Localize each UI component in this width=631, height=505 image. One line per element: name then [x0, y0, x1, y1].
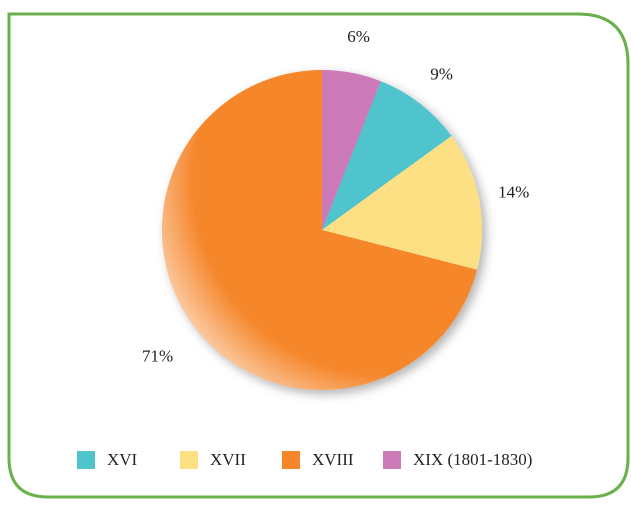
legend-label: XIX (1801-1830) — [413, 450, 532, 469]
legend-swatch — [180, 451, 198, 469]
legend-swatch — [282, 451, 300, 469]
legend-swatch — [77, 451, 95, 469]
legend-swatch — [383, 451, 401, 469]
frame — [7, 12, 630, 499]
pie — [162, 70, 482, 390]
pie-shading — [162, 70, 482, 390]
value-label: 14% — [498, 182, 529, 201]
legend-label: XVII — [210, 450, 246, 469]
value-label: 6% — [347, 27, 370, 46]
legend-label: XVIII — [312, 450, 354, 469]
value-label: 9% — [430, 65, 453, 84]
value-label: 71% — [142, 346, 173, 365]
legend-label: XVI — [107, 450, 138, 469]
